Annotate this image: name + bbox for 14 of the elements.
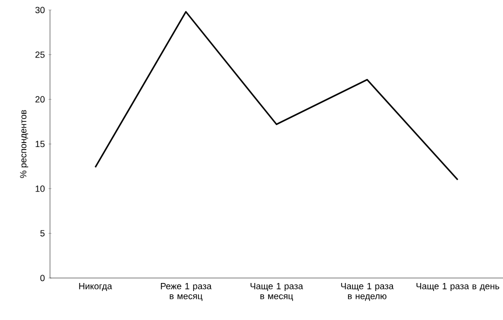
x-tick-label: Чаще 1 раза в день (416, 283, 500, 292)
y-tick-label: 30 (35, 6, 45, 14)
y-tick-label: 0 (40, 274, 45, 282)
y-tick-label: 20 (35, 96, 45, 103)
x-tick-label: Чаще 1 раза в неделю (341, 283, 394, 301)
y-tick-label: 25 (35, 51, 45, 58)
y-tick-label: 5 (40, 230, 45, 236)
y-tick-label: 15 (36, 140, 45, 148)
x-tick-label: Реже 1 раза в месяц (160, 283, 212, 301)
y-tick-label: 10 (36, 185, 45, 192)
y-axis-title: % респондентов (20, 110, 28, 178)
x-tick-label: Чаще 1 раза в месяц (250, 283, 304, 301)
x-tick-label: Никогда (79, 283, 112, 291)
line-series (94, 11, 458, 180)
